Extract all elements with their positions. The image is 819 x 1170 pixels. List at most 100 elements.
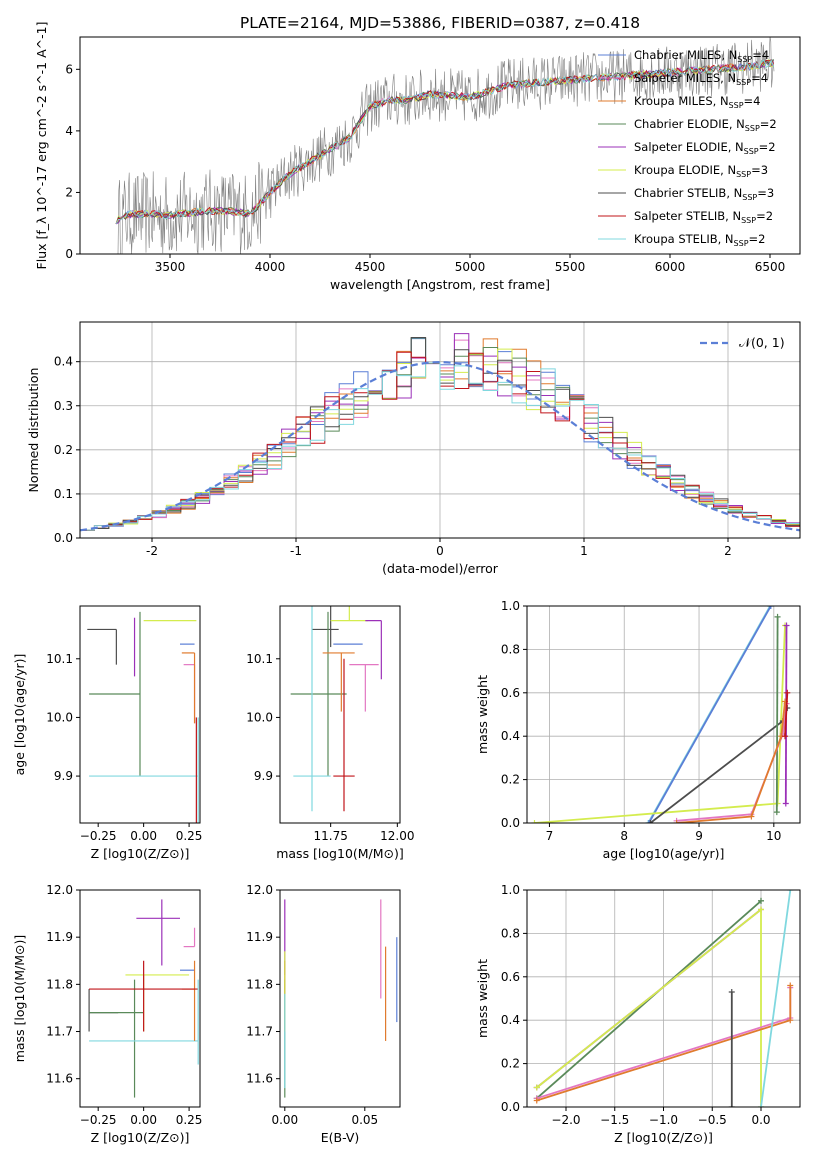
weight-marker (782, 800, 789, 807)
axes-frame (79, 36, 801, 255)
y-tick-label: 0 (65, 247, 73, 261)
weight-line (784, 692, 789, 737)
y-tick-label: 0.2 (54, 443, 73, 457)
plot-area (87, 611, 199, 823)
weight-marker (783, 622, 790, 629)
panel-spectrum: 3500 4000 4500 5000 5500 6000 6500 0 2 4 6 waveleng… (34, 22, 801, 292)
x-tick-label: 12.00 (380, 829, 414, 843)
plot-area (88, 899, 199, 1098)
plot-area (115, 37, 775, 254)
y-tick-label: 12.0 (246, 883, 273, 897)
y-tick-label: 11.6 (246, 1072, 273, 1086)
x-axis-label: age [log10(age/yr)] (603, 846, 725, 861)
x-tick-label: 11.75 (313, 829, 347, 843)
weight-marker (531, 820, 538, 823)
y-tick-label: 9.9 (54, 769, 73, 783)
y-tick-label: 0.2 (501, 1057, 520, 1071)
y-tick-label: 1.0 (501, 599, 520, 613)
model-spectrum-kroupa-stelib (115, 59, 774, 225)
legend-entry: 𝒩(0, 1) (739, 335, 785, 350)
weight-line (775, 616, 779, 813)
y-tick-label: 0.1 (54, 487, 73, 501)
x-tick-label: 4000 (255, 260, 286, 274)
legend-entry: Salpeter MILES, NSSP=4 (634, 71, 768, 87)
axes-frame (279, 889, 401, 1108)
x-tick-label: 0 (436, 544, 444, 558)
x-tick-label: 10 (766, 829, 781, 843)
weight-marker (728, 988, 735, 995)
weight-line-chabrier-elodie (773, 613, 781, 816)
weight-marker (787, 890, 794, 893)
weight-marker (645, 820, 652, 823)
y-axis-label: age [log10(age/yr)] (12, 654, 27, 776)
weight-line (534, 625, 786, 823)
y-axis-label: Normed distribution (26, 368, 41, 493)
y-tick-label: 12.0 (46, 883, 73, 897)
x-tick-label: 3500 (155, 260, 186, 274)
x-tick-label: −0.25 (80, 829, 117, 843)
legend-entry: Salpeter ELODIE, NSSP=2 (634, 140, 776, 156)
legend: Chabrier MILES, NSSP=4 Salpeter MILES, NS… (598, 48, 777, 248)
errorbar-chabrier-stelib (87, 628, 117, 665)
legend-entry: Chabrier STELIB, NSSP=3 (634, 186, 774, 202)
y-tick-label: 10.1 (246, 652, 273, 666)
y-tick-label: 0.3 (54, 399, 73, 413)
plot-area (80, 333, 800, 532)
weight-marker (773, 809, 780, 816)
panel-residuals: -2 -1 0 1 2 0.0 0.1 0.2 0.3 0.4 (data-model)/error… (26, 321, 801, 576)
y-tick-label: 0.0 (501, 1100, 520, 1114)
weight-marker (748, 813, 755, 820)
x-axis-label: (data-model)/error (382, 561, 499, 576)
axes-frame (279, 605, 401, 824)
errorbar-chabrier-stelib (312, 606, 339, 648)
y-tick-label: 0.0 (501, 816, 520, 830)
y-tick-label: 11.6 (46, 1072, 73, 1086)
weight-line (536, 907, 762, 1107)
x-axis-label: Z [log10(Z/Z⊙)] (91, 846, 190, 861)
panels: 3500 4000 4500 5000 5500 6000 6500 0 2 4 6 waveleng… (12, 22, 801, 1145)
y-tick-label: 10.0 (246, 710, 273, 724)
weight-line-kroupa-miles (673, 698, 789, 823)
errorbar-salpeter-elodie (365, 620, 382, 680)
errorbar-salpeter-elodie (136, 899, 180, 966)
errorbar-chabrier-elodie (89, 611, 141, 777)
x-axis-label: Z [log10(Z/Z⊙)] (91, 1130, 190, 1145)
x-tick-label: 7 (546, 829, 554, 843)
legend-entry: Kroupa MILES, NSSP=4 (634, 94, 760, 110)
y-tick-label: 0.6 (501, 970, 520, 984)
legend-entry: Salpeter STELIB, NSSP=2 (634, 209, 773, 225)
y-tick-label: 1.0 (501, 883, 520, 897)
y-tick-label: 11.9 (246, 930, 273, 944)
weight-marker (533, 1084, 540, 1091)
y-tick-label: 11.8 (246, 977, 273, 991)
y-tick-label: 0.4 (54, 355, 73, 369)
y-tick-label: 6 (65, 62, 73, 76)
x-tick-label: −1.5 (600, 1113, 629, 1127)
y-tick-label: 0.8 (501, 642, 520, 656)
x-tick-label: −0.5 (698, 1113, 727, 1127)
weight-marker (787, 1017, 794, 1024)
weight-marker (767, 606, 774, 609)
weight-marker (784, 689, 791, 696)
histogram-kroupa-stelib (80, 362, 800, 531)
x-tick-label: 5000 (455, 260, 486, 274)
y-tick-label: 0.0 (54, 531, 73, 545)
panel-age-vs-Z: −0.25 0.00 0.25 9.9 10.0 10.1 Z [log10(Z/Z⊙)] a… (12, 605, 202, 861)
y-tick-label: 0.4 (501, 1013, 520, 1027)
data-spectrum (117, 37, 775, 254)
weight-marker (782, 733, 789, 740)
errorbar-salpeter-stelib (89, 960, 199, 1032)
y-tick-label: 0.2 (501, 773, 520, 787)
y-axis-label: mass weight (475, 959, 490, 1038)
y-tick-label: 10.0 (46, 710, 73, 724)
y-tick-label: 9.9 (254, 769, 273, 783)
weight-marker (774, 613, 781, 620)
plot-area (533, 890, 794, 1107)
errorbar-chabrier-stelib (88, 989, 119, 1032)
errorbar-kroupa-miles (181, 652, 196, 724)
x-tick-label: −2.0 (551, 1113, 580, 1127)
x-axis-label: Z [log10(Z/Z⊙)] (614, 1130, 713, 1145)
panel-weight-vs-age: 7 8 9 10 0.0 0.2 0.4 0.6 0.8 1.0 age [log10(age/yr… (475, 599, 801, 861)
x-tick-label: 0.00 (130, 1113, 157, 1127)
x-axis-label: mass [log10(M/M⊙)] (276, 846, 404, 861)
